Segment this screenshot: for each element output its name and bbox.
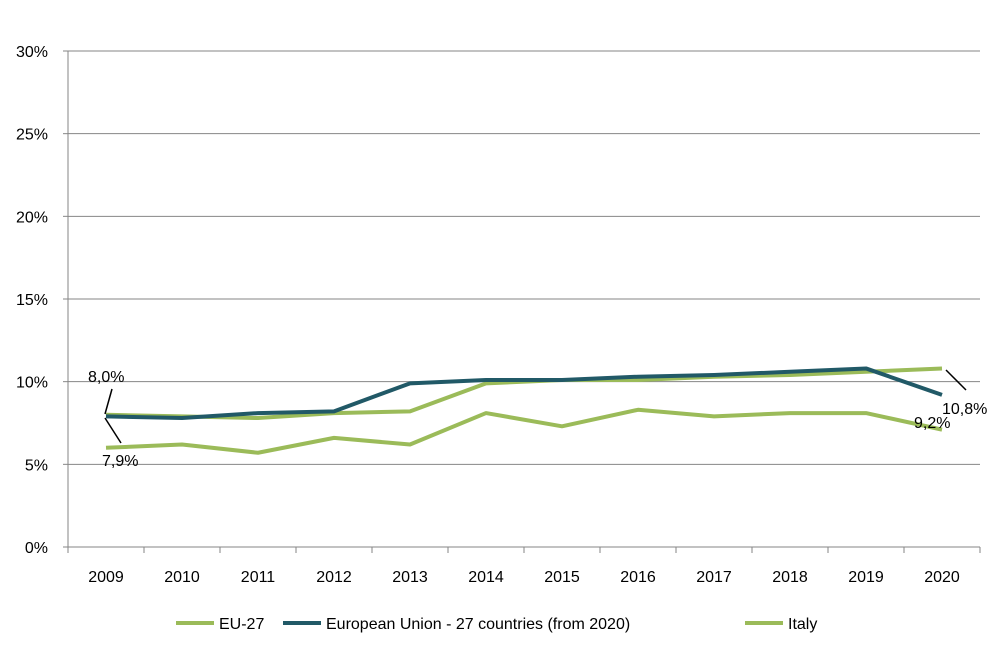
leader-line <box>104 417 122 444</box>
data-labels: 8,0% 7,9% 10,8%9,2% <box>88 369 987 470</box>
x-tick-label: 2012 <box>316 569 352 586</box>
y-axis-ticks: 0% 5% 10% 15% 20% 25% 30% <box>16 44 48 557</box>
x-tick-label: 2013 <box>392 569 428 586</box>
x-tick-label: 2011 <box>241 569 276 586</box>
leader-line <box>104 388 113 415</box>
data-label: 10,8% <box>942 401 987 418</box>
axes <box>63 50 981 553</box>
series-line <box>105 407 943 455</box>
y-tick-label: 25% <box>16 127 48 144</box>
x-tick-label: 2017 <box>696 569 732 586</box>
legend-label: EU-27 <box>219 616 264 633</box>
x-axis-ticks: 2009 2010 2011 2012 2013 2014 2015 2016 2017 2018… <box>88 569 960 586</box>
series-lines <box>105 366 943 455</box>
x-tick-label: 2015 <box>544 569 580 586</box>
legend-label: European Union - 27 countries (from 2020… <box>326 616 630 633</box>
x-tick-label: 2016 <box>620 569 656 586</box>
y-tick-label: 5% <box>25 457 48 474</box>
leader-line <box>945 369 967 391</box>
x-tick-label: 2009 <box>88 569 124 586</box>
x-tick-label: 2014 <box>468 569 504 586</box>
y-tick-label: 20% <box>16 209 48 226</box>
series-line <box>105 366 943 421</box>
data-label: 8,0% <box>88 369 124 386</box>
x-tick-label: 2018 <box>772 569 808 586</box>
y-tick-label: 15% <box>16 292 48 309</box>
y-tick-label: 0% <box>25 540 48 557</box>
legend-label: Italy <box>788 616 817 633</box>
data-label: 9,2% <box>914 415 950 432</box>
y-tick-label: 30% <box>16 44 48 61</box>
x-tick-label: 2019 <box>848 569 884 586</box>
legend: EU-27 European Union - 27 countries (from… <box>176 616 817 633</box>
y-tick-label: 10% <box>16 375 48 392</box>
x-tick-label: 2020 <box>924 569 960 586</box>
x-tick-label: 2010 <box>164 569 200 586</box>
gridlines <box>68 50 980 465</box>
series-line <box>105 366 943 421</box>
data-label: 7,9% <box>102 453 138 470</box>
